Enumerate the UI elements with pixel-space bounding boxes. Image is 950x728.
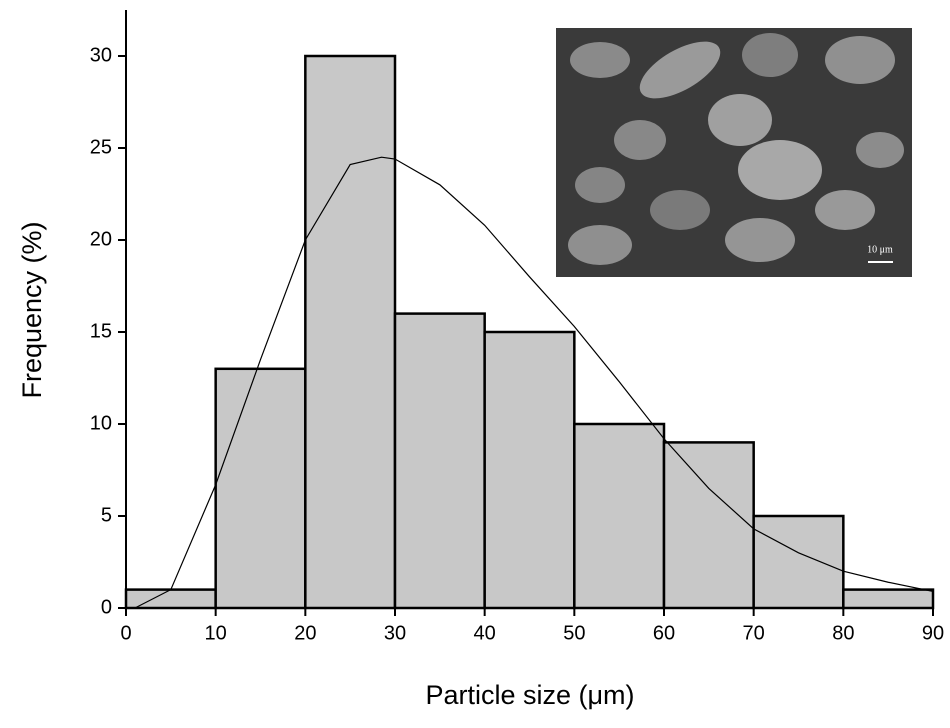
x-axis-title: Particle size (μm) (425, 680, 634, 710)
y-axis-title: Frequency (%) (17, 221, 47, 398)
particle (575, 167, 625, 203)
x-tick-label: 90 (922, 622, 944, 644)
fit-curve (134, 156, 934, 609)
bar (752, 514, 845, 610)
particle (856, 132, 904, 168)
x-tick-label: 20 (294, 622, 316, 644)
bar (842, 588, 935, 610)
particle (650, 190, 710, 230)
particle (570, 42, 630, 78)
bar (393, 312, 486, 610)
y-tick-label: 15 (90, 320, 112, 342)
particle (708, 94, 772, 146)
x-tick-label: 40 (474, 622, 496, 644)
y-tick-label: 25 (90, 136, 112, 158)
y-tick-label: 10 (90, 412, 112, 434)
x-tick-label: 50 (563, 622, 585, 644)
particle (815, 190, 875, 230)
scale-label: 10 μm (867, 244, 893, 255)
bar (304, 54, 397, 610)
particle (614, 120, 666, 160)
bar (662, 441, 755, 610)
inset-image: 10 μm (556, 28, 912, 277)
particle (738, 140, 822, 200)
y-tick-label: 30 (90, 44, 112, 66)
bar (214, 367, 307, 610)
particle (742, 33, 798, 77)
x-tick-label: 80 (832, 622, 854, 644)
particle (725, 218, 795, 262)
bar (483, 330, 576, 610)
particle (639, 41, 721, 99)
x-tick-label: 60 (653, 622, 675, 644)
y-tick-label: 0 (101, 596, 112, 618)
bar (573, 422, 666, 610)
x-tick-label: 30 (384, 622, 406, 644)
y-tick-label: 20 (90, 228, 112, 250)
x-tick-label: 70 (743, 622, 765, 644)
x-tick-label: 10 (205, 622, 227, 644)
y-tick-label: 5 (101, 504, 112, 526)
particle (568, 225, 632, 265)
particle (825, 36, 895, 84)
x-tick-label: 0 (120, 622, 131, 644)
